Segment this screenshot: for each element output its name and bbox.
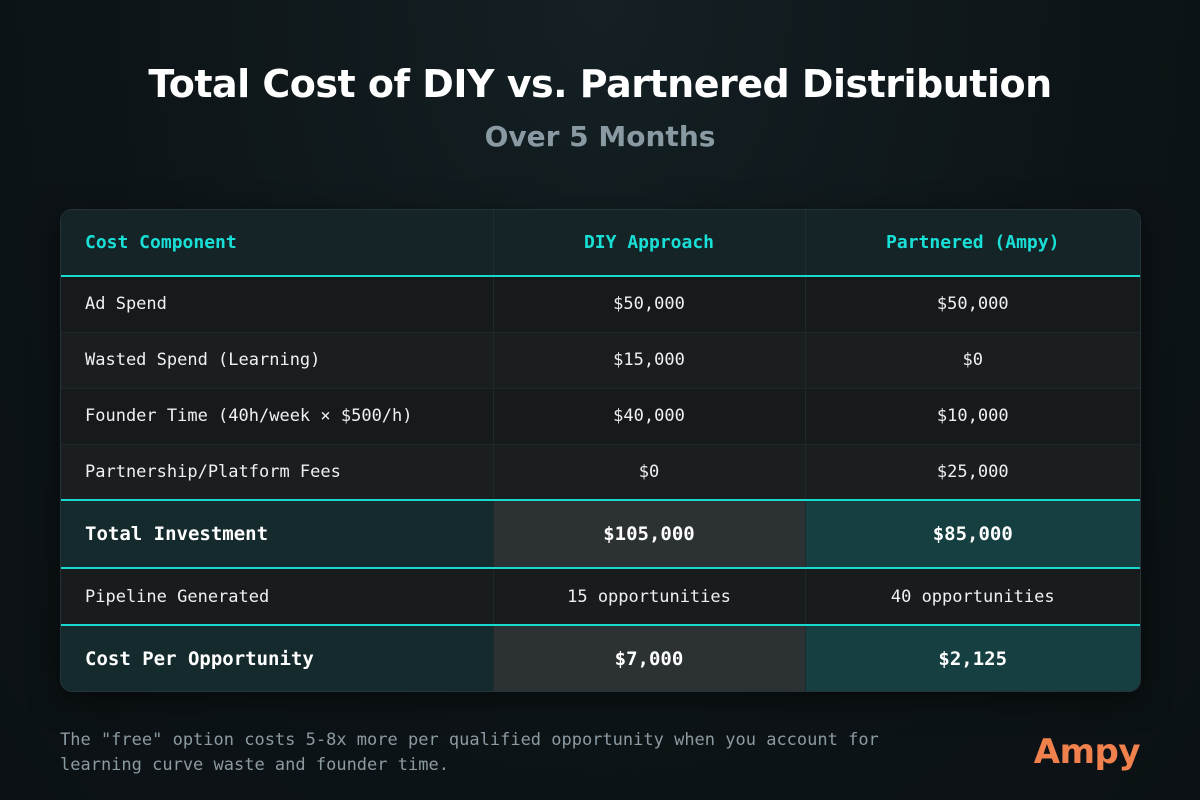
page-subtitle: Over 5 Months bbox=[484, 120, 716, 153]
pipeline-partnered-value: 40 opportunities bbox=[890, 586, 1055, 607]
table-row: Wasted Spend (Learning) $15,000 $0 bbox=[61, 332, 1140, 389]
partnered-value: $10,000 bbox=[805, 388, 1140, 445]
pipeline-label: Pipeline Generated bbox=[61, 568, 494, 625]
partnered-value: $25,000 bbox=[805, 444, 1140, 501]
row-label: Wasted Spend (Learning) bbox=[61, 332, 494, 389]
cpo-label: Cost Per Opportunity bbox=[61, 624, 494, 691]
row-label: Partnership/Platform Fees bbox=[61, 444, 494, 501]
column-header-partnered: Partnered (Ampy) bbox=[805, 210, 1140, 277]
partnered-value: $0 bbox=[805, 332, 1140, 389]
total-investment-row: Total Investment $105,000 $85,000 bbox=[61, 499, 1140, 569]
row-label: Founder Time (40h/week × $500/h) bbox=[61, 388, 494, 445]
table-row: Partnership/Platform Fees $0 $25,000 bbox=[61, 444, 1140, 501]
comparison-table: Cost Component DIY Approach Partnered (A… bbox=[61, 210, 1140, 691]
total-partnered-value: $85,000 bbox=[805, 499, 1140, 569]
column-header-cost-component: Cost Component bbox=[61, 210, 494, 277]
cpo-partnered-value: $2,125 bbox=[805, 624, 1140, 691]
ampy-logo: Ampy bbox=[1033, 732, 1141, 772]
table-row: Founder Time (40h/week × $500/h) $40,000… bbox=[61, 388, 1140, 445]
table-row: Ad Spend $50,000 $50,000 bbox=[61, 276, 1140, 333]
total-label: Total Investment bbox=[61, 499, 494, 569]
cpo-diy-value: $7,000 bbox=[493, 624, 806, 691]
diy-value: $0 bbox=[493, 444, 806, 501]
partnered-value: $50,000 bbox=[805, 276, 1140, 333]
total-diy-value: $105,000 bbox=[493, 499, 806, 569]
cost-comparison-table: Cost Component DIY Approach Partnered (A… bbox=[60, 209, 1141, 692]
cost-per-opportunity-row: Cost Per Opportunity $7,000 $2,125 bbox=[61, 624, 1140, 691]
table-header-row: Cost Component DIY Approach Partnered (A… bbox=[61, 210, 1140, 277]
pipeline-row: Pipeline Generated 15 opportunities 40 o… bbox=[61, 568, 1140, 625]
pipeline-diy-value: 15 opportunities bbox=[493, 568, 806, 625]
page-title: Total Cost of DIY vs. Partnered Distribu… bbox=[148, 62, 1052, 106]
footnote: The "free" option costs 5-8x more per qu… bbox=[60, 730, 879, 775]
row-label: Ad Spend bbox=[61, 276, 494, 333]
diy-value: $50,000 bbox=[493, 276, 806, 333]
diy-value: $15,000 bbox=[493, 332, 806, 389]
column-header-diy: DIY Approach bbox=[493, 210, 806, 277]
diy-value: $40,000 bbox=[493, 388, 806, 445]
